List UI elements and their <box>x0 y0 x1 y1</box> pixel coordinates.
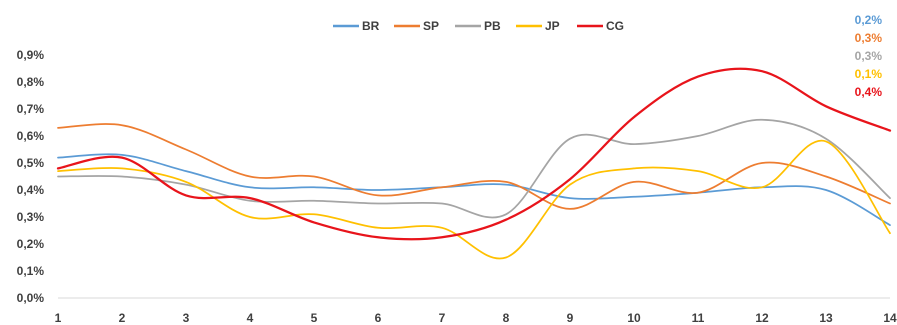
x-tick-label: 4 <box>247 311 254 325</box>
side-value-label: 0,2% <box>855 13 883 27</box>
x-tick-label: 12 <box>755 311 769 325</box>
y-tick-label: 0,1% <box>17 264 45 278</box>
x-tick-label: 14 <box>883 311 897 325</box>
side-value-labels: 0,2% 0,3% 0,3% 0,1% 0,4% <box>855 13 883 99</box>
x-tick-label: 10 <box>627 311 641 325</box>
x-tick-label: 6 <box>375 311 382 325</box>
x-tick-label: 2 <box>119 311 126 325</box>
x-tick-label: 7 <box>439 311 446 325</box>
y-tick-label: 0,6% <box>17 129 45 143</box>
y-tick-label: 0,9% <box>17 48 45 62</box>
legend-item-sp: SP <box>394 19 439 33</box>
y-axis-tick-labels: 0,0% 0,1% 0,2% 0,3% 0,4% 0,5% 0,6% 0,7% 0,8% 0,9% <box>17 48 45 305</box>
y-tick-label: 0,3% <box>17 210 45 224</box>
x-tick-label: 8 <box>503 311 510 325</box>
x-tick-label: 13 <box>819 311 833 325</box>
x-tick-label: 5 <box>311 311 318 325</box>
y-tick-label: 0,0% <box>17 291 45 305</box>
x-tick-label: 1 <box>55 311 62 325</box>
legend-item-br: BR <box>333 19 380 33</box>
x-tick-label: 9 <box>567 311 574 325</box>
x-axis-tick-labels: 1 2 3 4 5 6 7 8 9 10 11 12 13 14 <box>55 311 897 325</box>
x-tick-label: 11 <box>692 311 705 325</box>
legend-label: CG <box>606 19 624 33</box>
series-lines <box>56 67 892 260</box>
legend-item-pb: PB <box>455 19 501 33</box>
y-tick-label: 0,2% <box>17 237 45 251</box>
series-line-cg <box>56 67 892 241</box>
y-tick-label: 0,7% <box>17 102 45 116</box>
legend-label: PB <box>484 19 501 33</box>
y-tick-label: 0,8% <box>17 75 45 89</box>
side-value-label: 0,1% <box>855 67 883 81</box>
legend-item-cg: CG <box>577 19 624 33</box>
legend-label: SP <box>423 19 439 33</box>
legend-item-jp: JP <box>516 19 560 33</box>
series-line-jp <box>57 139 891 260</box>
legend-label: JP <box>545 19 560 33</box>
side-value-label: 0,3% <box>855 49 883 63</box>
series-line-pb <box>57 118 891 219</box>
legend: BR SP PB JP CG <box>333 19 624 33</box>
y-tick-label: 0,4% <box>17 183 45 197</box>
side-value-label: 0,3% <box>855 31 883 45</box>
y-tick-label: 0,5% <box>17 156 45 170</box>
x-tick-label: 3 <box>183 311 190 325</box>
series-line-sp <box>57 123 891 210</box>
side-value-label: 0,4% <box>855 85 883 99</box>
legend-label: BR <box>362 19 380 33</box>
